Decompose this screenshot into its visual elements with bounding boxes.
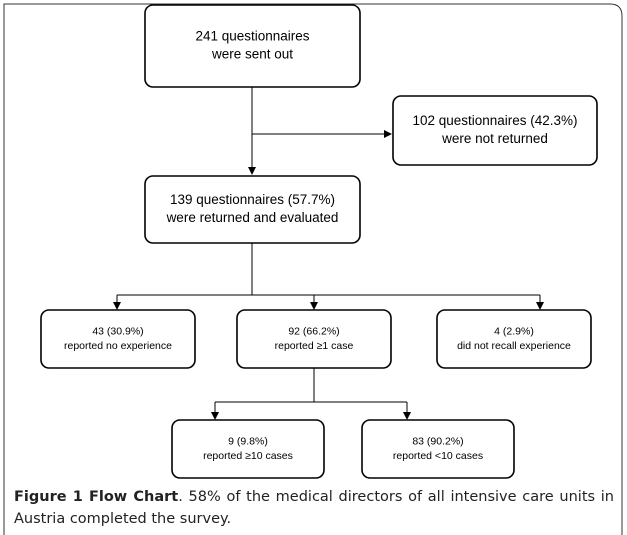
node-label: 241 questionnaires: [195, 28, 309, 43]
node-label: reported <10 cases: [393, 450, 483, 462]
nodes: 241 questionnaires were sent out 102 quest…: [40, 4, 598, 479]
node-label: 92 (66.2%): [288, 326, 339, 338]
node-box: [392, 95, 598, 166]
node-label: 83 (90.2%): [412, 436, 463, 448]
caption-text: . 58% of the medical directors of all in…: [14, 489, 615, 527]
caption: Figure 1 Flow Chart. 58% of the medical …: [14, 486, 614, 530]
node-label: reported ≥1 case: [275, 340, 354, 352]
node-box: [144, 175, 361, 244]
node-label: 4 (2.9%): [494, 326, 534, 338]
node-box: [361, 419, 515, 479]
node-box: [40, 309, 196, 369]
node-label: did not recall experience: [457, 340, 571, 352]
node-label: 43 (30.9%): [92, 326, 143, 338]
node-label: reported ≥10 cases: [203, 450, 293, 462]
caption-label: Figure 1 Flow Chart: [14, 489, 179, 505]
node-label: 139 questionnaires (57.7%): [170, 192, 335, 207]
node-box: [144, 4, 361, 88]
node-label: reported no experience: [64, 340, 172, 352]
node-label: were not returned: [441, 131, 548, 146]
node-label: 9 (9.8%): [228, 436, 268, 448]
frame: [3, 3, 623, 535]
connectors: [113, 87, 544, 420]
node-label: were returned and evaluated: [166, 210, 339, 225]
node-label: 102 questionnaires (42.3%): [412, 113, 577, 128]
node-box: [236, 309, 392, 369]
node-box: [171, 419, 325, 479]
node-label: were sent out: [211, 47, 293, 62]
node-box: [436, 309, 592, 369]
